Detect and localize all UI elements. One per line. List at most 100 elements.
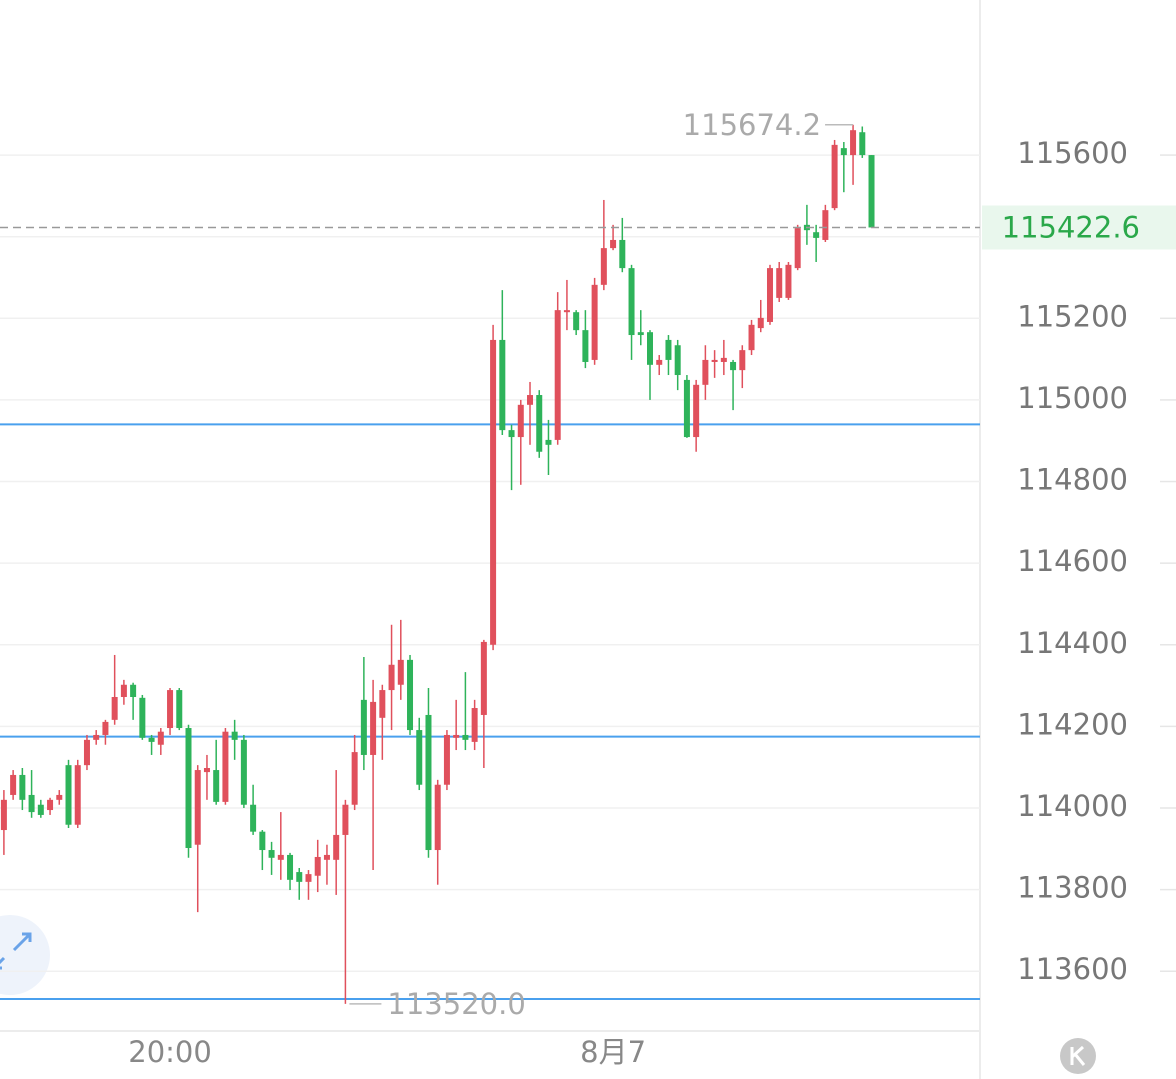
candle-body	[647, 332, 653, 365]
annotation-label: 113520.0	[387, 987, 525, 1021]
y-tick-label: 114000	[1017, 789, 1128, 823]
candle-body	[111, 697, 118, 720]
candle-body	[859, 132, 866, 156]
candle-body	[656, 359, 663, 365]
candle-body	[65, 765, 72, 825]
candle-body	[379, 690, 386, 718]
candle-body	[93, 734, 100, 740]
candle-body	[573, 312, 580, 331]
candle-body	[471, 708, 478, 742]
candle-body	[425, 714, 432, 851]
candle-body	[554, 310, 561, 440]
candle-body	[194, 770, 201, 845]
candle-body	[665, 339, 672, 360]
candle-body	[231, 731, 238, 740]
candle-body	[822, 210, 829, 240]
candle-body	[0, 799, 7, 831]
candle-body	[480, 641, 487, 715]
expand-button[interactable]	[0, 915, 50, 995]
y-tick-label: 114800	[1017, 463, 1128, 497]
button-bg[interactable]	[0, 915, 50, 995]
candle-body	[222, 731, 229, 802]
candle-body	[416, 730, 423, 785]
candle-body	[563, 310, 570, 313]
candle-body	[323, 854, 330, 860]
candle-body	[453, 734, 460, 738]
candle-body	[102, 721, 109, 735]
candle-body	[287, 854, 294, 880]
candle-body	[259, 831, 266, 851]
y-tick-label: 115600	[1017, 136, 1128, 170]
candle-body	[766, 268, 773, 322]
x-tick-label: 20:00	[128, 1035, 212, 1069]
candle-body	[545, 439, 552, 445]
candle-body	[268, 850, 275, 858]
k-button[interactable]	[1060, 1038, 1096, 1074]
candle-body	[591, 284, 598, 360]
candle-body	[527, 395, 534, 405]
candle-body	[683, 379, 690, 438]
y-tick-label: 115200	[1017, 299, 1128, 333]
candle-body	[407, 659, 414, 731]
candle-body	[157, 731, 164, 745]
candle-body	[185, 728, 192, 848]
candle-body	[462, 734, 469, 740]
candle-body	[56, 794, 63, 800]
candle-body	[342, 804, 349, 835]
k-icon[interactable]	[1070, 1045, 1086, 1066]
candle-body	[850, 130, 857, 156]
candle-body	[203, 768, 210, 773]
candle-body	[176, 690, 183, 729]
candle-body	[720, 357, 727, 362]
candle-body	[711, 359, 718, 362]
candle-body	[213, 770, 220, 802]
expand-icon[interactable]	[0, 932, 32, 970]
candle-body	[120, 684, 127, 698]
candle-body	[776, 268, 783, 298]
candle-body	[333, 834, 340, 860]
candle-body	[748, 324, 755, 351]
candle-body	[397, 659, 404, 685]
y-tick-label: 113600	[1017, 952, 1128, 986]
candle-body	[314, 856, 321, 876]
candle-body	[37, 804, 44, 815]
candle-body	[674, 345, 681, 376]
candle-body	[794, 228, 801, 269]
candle-body	[730, 361, 737, 371]
candle-body	[305, 874, 312, 882]
candle-body	[508, 430, 515, 438]
candle-body	[582, 330, 589, 362]
candle-body	[10, 774, 17, 795]
candle-body	[739, 350, 746, 371]
candle-body	[693, 384, 700, 438]
candle-body	[619, 239, 626, 269]
candle-body	[840, 148, 847, 156]
candle-body	[19, 774, 26, 800]
candle-body	[351, 752, 358, 805]
candle-body	[139, 697, 146, 738]
candle-body	[388, 664, 395, 691]
candle-body	[490, 339, 497, 645]
y-tick-label: 114400	[1017, 626, 1128, 660]
candle-body	[831, 144, 838, 209]
candle-body	[517, 404, 524, 438]
y-tick-label: 115000	[1017, 381, 1128, 415]
last-price-label: 115422.6	[1002, 210, 1140, 244]
y-tick-label: 113800	[1017, 871, 1128, 905]
candle-body	[28, 794, 35, 813]
candle-body	[296, 872, 303, 882]
candle-body	[250, 804, 257, 832]
candle-body	[499, 339, 506, 431]
candle-body	[83, 739, 90, 766]
candle-body	[167, 690, 174, 729]
candle-body	[130, 684, 137, 698]
candle-body	[785, 264, 792, 298]
candle-body	[868, 155, 875, 228]
candle-body	[702, 359, 709, 385]
annotation-label: 115674.2	[683, 108, 821, 142]
last-price-bg	[982, 205, 1176, 250]
candle-body	[813, 232, 820, 238]
y-tick-label: 114200	[1017, 707, 1128, 741]
